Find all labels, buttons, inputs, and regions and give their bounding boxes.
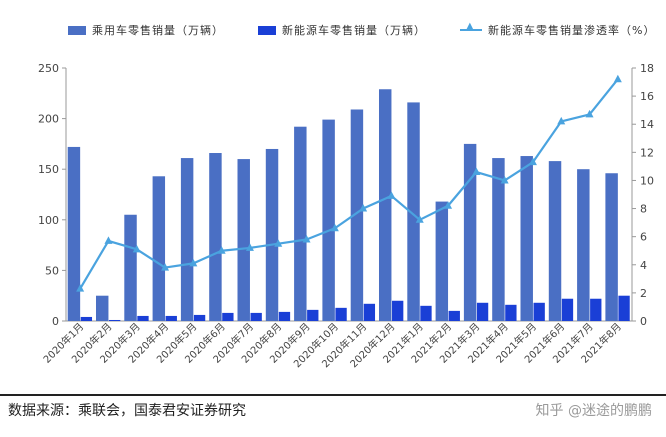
penetration-point <box>217 246 226 254</box>
legend-label-nev: 新能源车零售销量（万辆） <box>282 24 426 37</box>
legend-label-passenger-car: 乘用车零售销量（万辆） <box>92 24 224 37</box>
bar-nev <box>80 316 93 321</box>
y-left-tick-label: 200 <box>38 113 59 126</box>
penetration-point <box>500 175 509 184</box>
penetration-point <box>585 109 594 118</box>
legend-item-passenger-car: 乘用车零售销量（万辆） <box>68 22 224 38</box>
bar-nev <box>335 307 347 321</box>
penetration-point <box>161 263 170 271</box>
penetration-point <box>528 157 537 166</box>
bar-nev <box>165 315 177 321</box>
penetration-point <box>104 236 113 244</box>
penetration-point <box>132 244 141 253</box>
bar-nev <box>505 304 517 321</box>
chart-legend: 乘用车零售销量（万辆） 新能源车零售销量（万辆） 新能源车零售销量渗透率（%） <box>68 21 656 38</box>
y-left-tick-label: 250 <box>38 62 59 75</box>
bar-nev <box>222 312 234 321</box>
y-right-tick-label: 16 <box>640 90 654 103</box>
legend-item-penetration: 新能源车零售销量渗透率（%） <box>460 21 656 38</box>
y-left-tick-label: 100 <box>38 214 59 227</box>
y-right-tick-label: 8 <box>640 203 647 216</box>
penetration-point <box>415 215 424 223</box>
legend-label-penetration: 新能源车零售销量渗透率（%） <box>488 24 656 37</box>
data-source-note: 数据来源：乘联会，国泰君安证券研究 <box>8 403 246 419</box>
y-right-tick-label: 10 <box>640 174 654 187</box>
bar-passenger-car <box>463 143 477 321</box>
bar-nev <box>137 315 149 321</box>
y-right-tick-label: 12 <box>640 146 654 159</box>
y-left-tick-label: 0 <box>52 315 59 328</box>
penetration-point <box>330 223 339 232</box>
bar-nev <box>250 312 262 321</box>
bar-passenger-car <box>577 169 590 321</box>
y-right-tick-label: 4 <box>640 259 647 272</box>
bar-nev <box>561 298 574 321</box>
bar-passenger-car <box>322 119 335 321</box>
penetration-point <box>359 204 368 212</box>
bar-passenger-car <box>548 161 562 321</box>
bar-nev <box>533 302 545 321</box>
y-right-tick-label: 0 <box>640 315 647 328</box>
bar-nev <box>476 302 489 321</box>
bar-nev <box>448 310 460 321</box>
bar-passenger-car <box>95 295 109 321</box>
penetration-point <box>76 284 85 292</box>
bar-nev <box>618 295 630 321</box>
y-left-tick-label: 50 <box>45 264 59 277</box>
bar-passenger-car <box>520 156 533 321</box>
bar-nev <box>278 311 291 321</box>
bar-passenger-car <box>492 158 505 321</box>
footer-divider <box>0 394 666 396</box>
bar-passenger-car <box>435 201 449 321</box>
penetration-point <box>387 191 396 199</box>
penetration-point <box>302 234 311 243</box>
penetration-point <box>613 74 622 83</box>
bar-nev <box>590 298 602 321</box>
y-right-tick-label: 2 <box>640 287 647 300</box>
legend-swatch-nev <box>258 25 276 35</box>
y-left-tick-label: 150 <box>38 163 59 176</box>
penetration-point <box>189 258 198 267</box>
y-right-tick-label: 14 <box>640 118 654 131</box>
penetration-point <box>444 201 453 209</box>
y-right-tick-label: 18 <box>640 62 654 75</box>
bar-passenger-car <box>265 148 279 321</box>
bar-passenger-car <box>67 146 81 321</box>
bar-nev <box>420 305 432 321</box>
penetration-line <box>79 78 619 290</box>
bar-passenger-car <box>124 214 137 321</box>
bar-nev <box>109 319 121 321</box>
penetration-point <box>472 167 481 176</box>
watermark: 知乎 @迷途的鹏鹏 <box>535 403 652 419</box>
bar-passenger-car <box>180 158 194 321</box>
legend-item-nev: 新能源车零售销量（万辆） <box>258 22 426 38</box>
penetration-point <box>274 239 283 247</box>
bar-passenger-car <box>378 89 392 321</box>
y-right-tick-label: 6 <box>640 231 647 244</box>
bar-passenger-car <box>294 126 307 321</box>
bar-nev <box>193 314 206 321</box>
bar-passenger-car <box>605 173 618 321</box>
legend-swatch-passenger-car <box>68 25 86 35</box>
bar-passenger-car <box>237 159 250 321</box>
penetration-point <box>557 116 566 125</box>
bar-nev <box>363 303 376 321</box>
bar-passenger-car <box>152 176 166 321</box>
bar-nev <box>392 300 404 321</box>
bar-nev <box>307 309 319 321</box>
bar-passenger-car <box>350 109 364 321</box>
bar-passenger-car <box>407 102 420 322</box>
penetration-point <box>245 243 254 251</box>
bar-passenger-car <box>209 153 222 321</box>
legend-swatch-penetration <box>460 21 482 35</box>
